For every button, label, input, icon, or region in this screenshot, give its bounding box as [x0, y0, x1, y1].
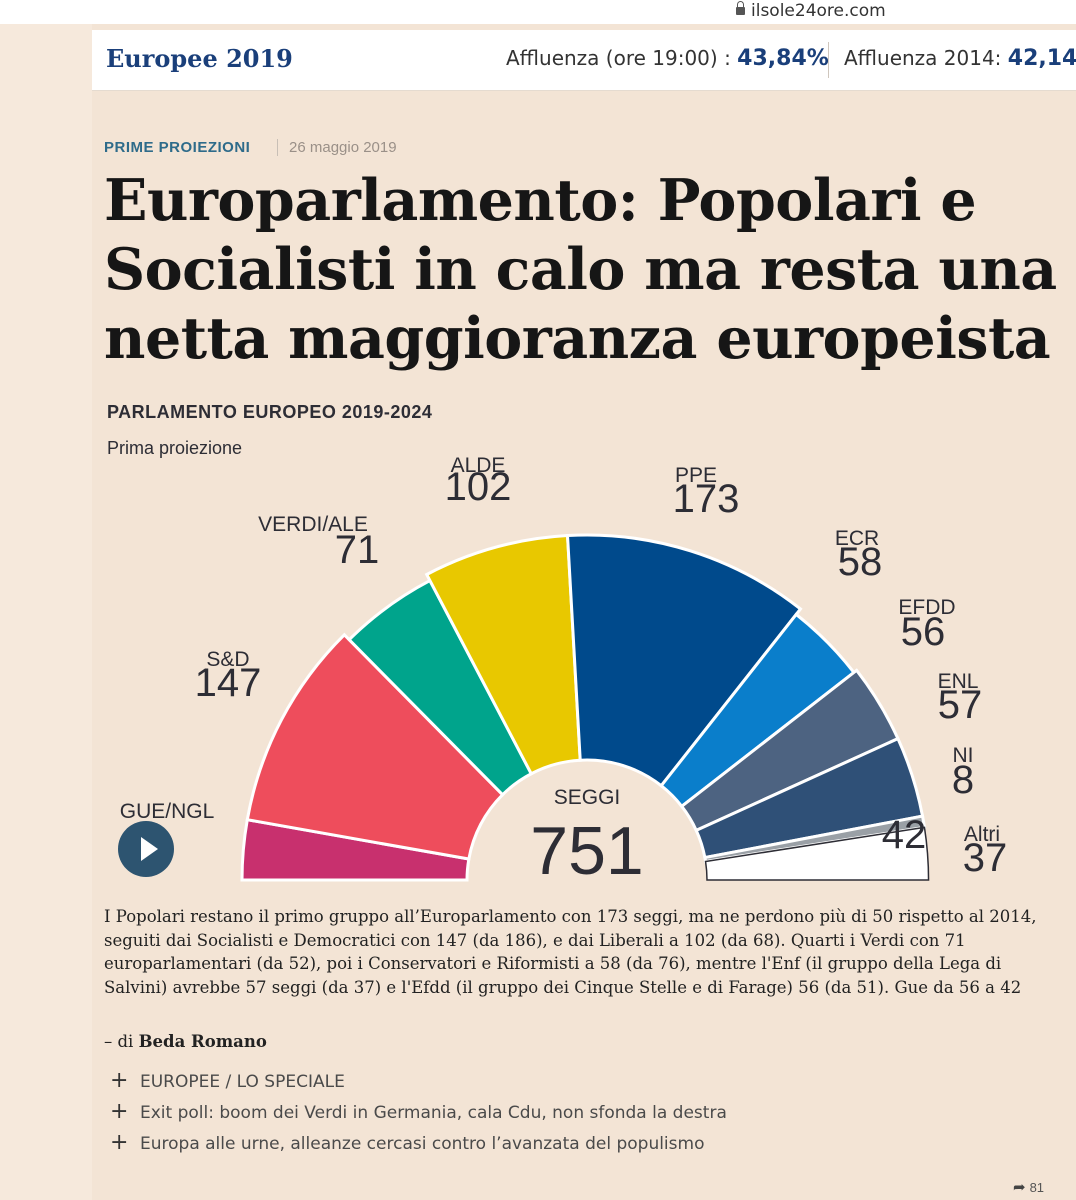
group-name-label: NI	[953, 744, 974, 767]
group-seats-label: 71	[335, 528, 380, 572]
article-byline: – di Beda Romano	[104, 1032, 267, 1051]
group-seats-label: 8	[952, 758, 974, 802]
article-kicker[interactable]: PRIME PROIEZIONI	[104, 139, 251, 156]
section-brand[interactable]: Europee 2019	[106, 44, 293, 73]
turnout-2014-label: Affluenza 2014:	[844, 46, 1002, 70]
related-link[interactable]: + EUROPEE / LO SPECIALE	[110, 1068, 345, 1093]
group-seats-label: 42	[882, 813, 927, 857]
group-name-label: ALDE	[451, 454, 506, 477]
group-name-label: PPE	[675, 464, 717, 487]
play-video-button[interactable]	[118, 821, 174, 877]
seat-segment-ppe	[565, 533, 803, 788]
byline-prefix: – di	[104, 1032, 134, 1051]
turnout-label: Affluenza (ore 19:00) :	[506, 46, 731, 70]
kicker-divider	[277, 139, 278, 156]
group-seats-label: 147	[195, 661, 262, 705]
article-body: I Popolari restano il primo gruppo all’E…	[104, 907, 1037, 997]
browser-address-bar: ilsole24ore.com	[0, 0, 1076, 24]
article-date: 26 maggio 2019	[289, 139, 397, 156]
seat-segment-altri	[704, 826, 930, 881]
group-name-label: S&D	[206, 648, 249, 671]
turnout-2014-value: 42,14%	[1007, 46, 1076, 71]
group-name-label: Altri	[964, 823, 1000, 846]
group-seats-label: 57	[938, 683, 983, 727]
turnout-2014: Affluenza 2014: 42,14%	[844, 46, 1076, 71]
share-counter[interactable]: ➦ 81	[1013, 1178, 1044, 1196]
related-link-text: Exit poll: boom dei Verdi in Germania, c…	[140, 1103, 727, 1123]
group-seats-label: 58	[838, 540, 883, 584]
plus-icon: +	[110, 1099, 129, 1124]
plus-icon: +	[110, 1130, 129, 1155]
group-name-label: EFDD	[898, 596, 955, 619]
turnout-current: Affluenza (ore 19:00) : 43,84%	[506, 46, 829, 71]
group-seats-label: 56	[901, 610, 946, 654]
header-divider	[828, 42, 829, 78]
turnout-value: 43,84%	[737, 46, 829, 71]
center-label: SEGGI	[554, 786, 621, 809]
chart-title: PARLAMENTO EUROPEO 2019-2024	[107, 402, 433, 422]
group-name-label: VERDI/ALE	[258, 513, 368, 536]
group-name-label: GUE/NGL	[120, 800, 215, 823]
group-seats-label: 37	[963, 836, 1008, 880]
total-seats-label: 751	[530, 813, 643, 889]
group-seats-label: 173	[673, 477, 740, 521]
related-link-text: Europa alle urne, alleanze cercasi contr…	[140, 1134, 705, 1154]
related-link[interactable]: + Exit poll: boom dei Verdi in Germania, …	[110, 1099, 727, 1124]
plus-icon: +	[110, 1068, 129, 1093]
group-seats-label: 102	[445, 465, 512, 509]
article-headline: Europarlamento: Popolari e Socialisti in…	[104, 167, 1057, 372]
group-name-label: ECR	[835, 527, 879, 550]
share-arrow-icon: ➦	[1013, 1179, 1026, 1196]
chart-subtitle: Prima proiezione	[107, 438, 243, 458]
url-text: ilsole24ore.com	[751, 1, 886, 21]
related-link-text: EUROPEE / LO SPECIALE	[140, 1072, 345, 1092]
page-margin	[0, 24, 92, 1200]
related-link[interactable]: + Europa alle urne, alleanze cercasi cont…	[110, 1130, 704, 1155]
byline-author[interactable]: Beda Romano	[138, 1032, 267, 1051]
lock-icon	[736, 1, 745, 15]
url-display[interactable]: ilsole24ore.com	[736, 1, 886, 21]
group-name-label: ENL	[938, 670, 979, 693]
share-count: 81	[1029, 1180, 1045, 1195]
seat-segment-s-d	[245, 632, 505, 861]
election-header-bar: Europee 2019 Affluenza (ore 19:00) : 43,…	[92, 30, 1076, 91]
